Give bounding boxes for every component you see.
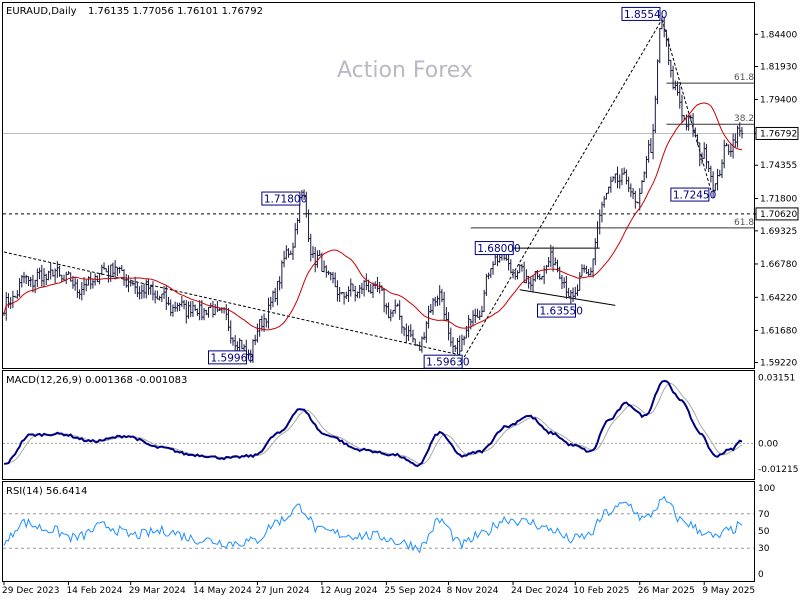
price-tick-label: 1.71800: [760, 195, 797, 205]
trendline: [3, 251, 460, 356]
trendline: [463, 19, 663, 358]
price-label: 1.68000: [477, 243, 520, 255]
price-label-box: [621, 6, 661, 21]
date-tick-label: 9 May 2025: [702, 586, 755, 596]
grid-layer: [3, 132, 754, 215]
price-highlight-box: [755, 126, 799, 140]
price-label-box: [537, 303, 577, 318]
price-label: 1.72450: [673, 190, 716, 202]
date-tick-label: 24 Dec 2024: [511, 586, 569, 596]
price-tick-label: 1.76792: [760, 129, 797, 139]
rsi-plot: [3, 495, 754, 554]
chart-ohlc: 1.76135 1.77056 1.76101 1.76792: [88, 6, 263, 17]
rsi-panel-frame: [2, 481, 755, 582]
date-tick-label: 26 Mar 2025: [638, 586, 695, 596]
price-label: 1.63550: [540, 306, 583, 318]
date-tick-label: 27 Jun 2024: [255, 586, 309, 596]
price-label: 1.59960: [211, 352, 254, 364]
price-tick-label: 1.84400: [760, 30, 797, 40]
rsi-line: [3, 495, 743, 554]
price-tick-label: 1.66780: [760, 260, 797, 270]
price-label-box: [670, 187, 710, 202]
rsi-tick-label: 50: [758, 527, 770, 537]
fib-label: 38.2: [734, 114, 754, 124]
price-tick-label: 1.70620: [760, 210, 797, 220]
price-tick-label: 1.69325: [760, 227, 797, 237]
axis-labels: 1.84400 1.81930 1.79400 1.76792 1.74355 1.718…: [2, 30, 799, 596]
rsi-tick-label: 30: [758, 544, 770, 554]
macd-plot: [3, 379, 754, 468]
date-tick-label: 8 Nov 2024: [447, 586, 499, 596]
price-label-box: [261, 191, 301, 206]
price-tick-label: 1.59220: [760, 359, 797, 369]
price-plot: 61.8 38.2 61.8 1.85540 1.71800 1.68000 1.63550…: [2, 6, 754, 369]
price-candles: [2, 15, 744, 363]
rsi-title: RSI(14) 56.6414: [6, 486, 87, 497]
macd-panel-frame: [2, 370, 755, 480]
price-label-box: [423, 354, 463, 369]
price-tick-label: 1.79400: [760, 95, 797, 105]
price-tick-label: 1.81930: [760, 62, 797, 72]
date-tick-label: 12 Aug 2024: [320, 586, 378, 596]
trendline: [661, 19, 712, 191]
date-tick-label: 10 Feb 2025: [573, 586, 629, 596]
date-tick-label: 29 Dec 2023: [2, 586, 60, 596]
price-label-box: [208, 350, 248, 365]
price-label: 1.85540: [624, 9, 667, 21]
macd-tick-label: 0.03151: [758, 373, 795, 383]
price-tick-label: 1.64220: [760, 293, 797, 303]
chart-symbol: EURAUD,Daily: [6, 6, 77, 17]
fib-label: 61.8: [734, 73, 754, 83]
date-tick-label: 25 Sep 2024: [384, 586, 441, 596]
price-tick-label: 1.74355: [760, 161, 797, 171]
date-tick-label: 14 Feb 2024: [66, 586, 122, 596]
macd-tick-label: 0.00: [758, 439, 778, 449]
price-panel-frame: [2, 2, 755, 369]
rsi-tick-label: 0: [758, 570, 764, 580]
watermark: Action Forex: [337, 58, 473, 83]
date-tick-label: 14 May 2024: [193, 586, 252, 596]
trendline: [519, 289, 616, 306]
price-label: 1.71800: [264, 194, 307, 206]
rsi-tick-label: 100: [758, 484, 775, 494]
moving-average-line: [3, 102, 743, 331]
macd-title: MACD(12,26,9) 0.001368 -0.001083: [6, 375, 187, 386]
price-label: 1.59630: [426, 357, 469, 369]
price-tick-label: 1.61680: [760, 326, 797, 336]
macd-line: [3, 379, 743, 468]
fib-label: 61.8: [734, 218, 754, 228]
price-highlight-box: [755, 207, 799, 221]
rsi-tick-label: 70: [758, 510, 770, 520]
macd-tick-label: -0.01215: [758, 465, 798, 475]
date-tick-label: 29 Mar 2024: [129, 586, 186, 596]
price-label-box: [474, 241, 514, 256]
